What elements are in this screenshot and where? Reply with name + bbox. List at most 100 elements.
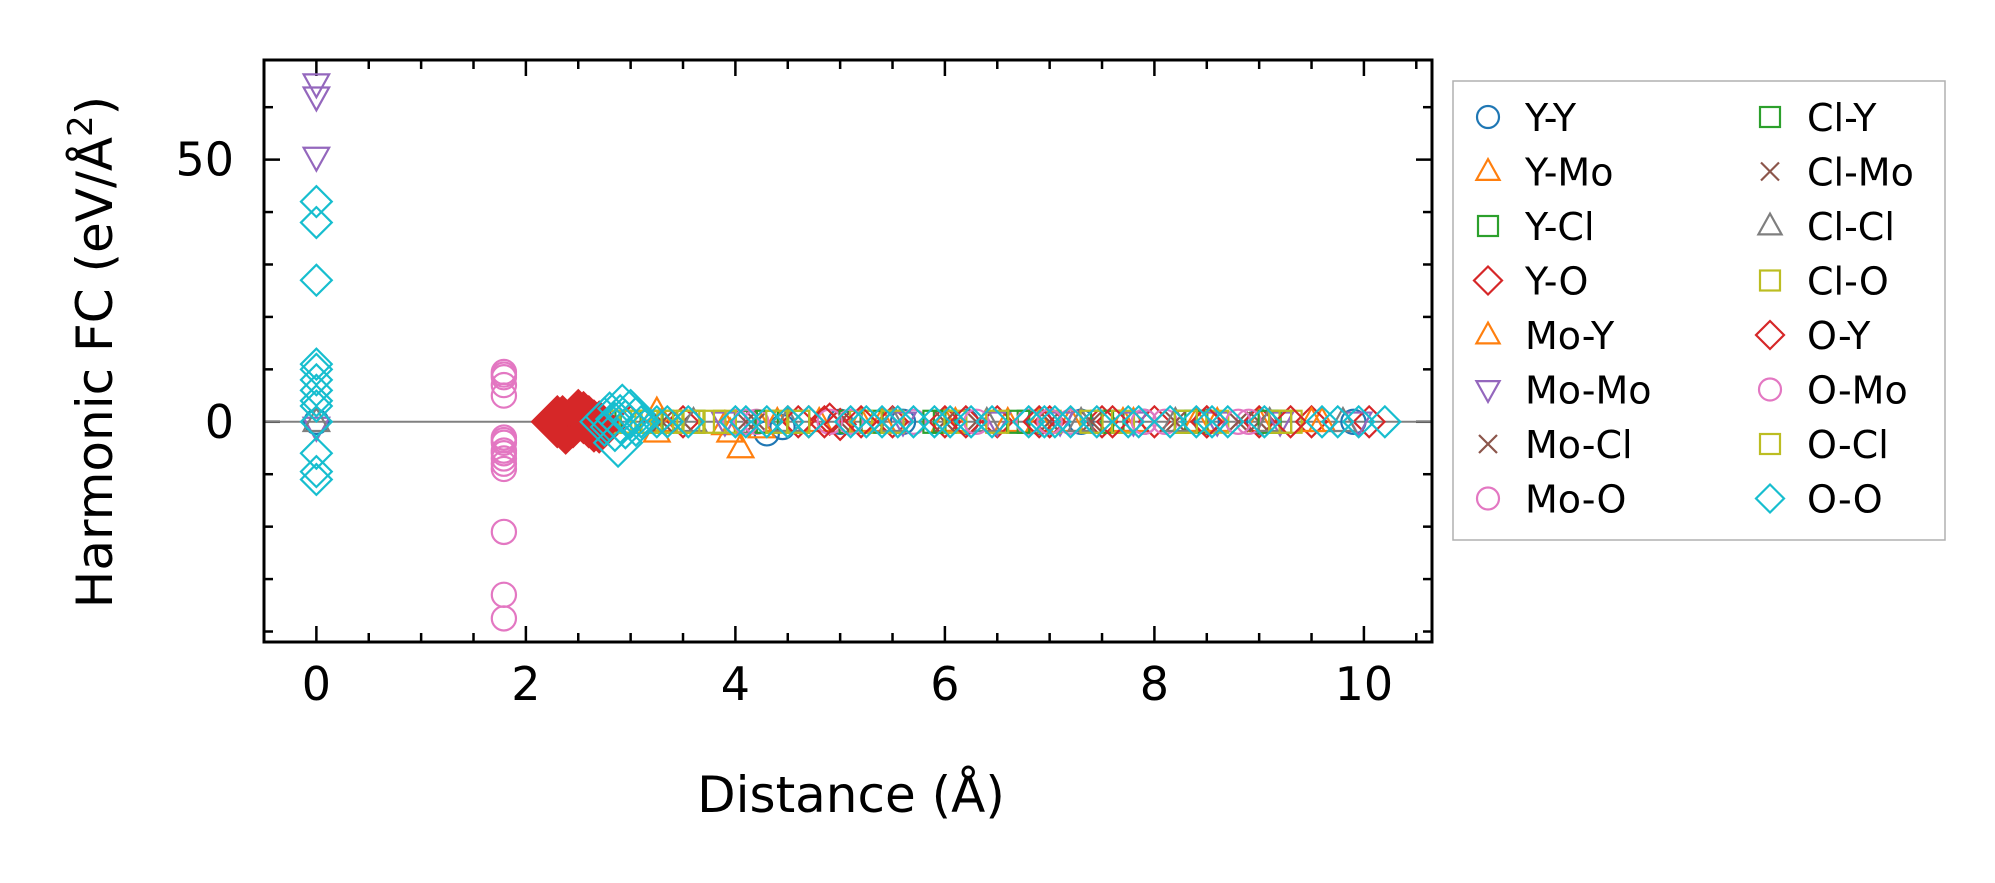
legend-item: Mo-Cl [1478,423,1633,467]
data-point-o-o [299,184,334,219]
legend-item: Y-Y [1475,96,1577,140]
legend-marker [1475,104,1501,130]
data-point-o-y [948,404,983,439]
series-o-o [299,184,1402,497]
x-tick-label: 6 [930,657,959,711]
data-point-o-o [299,362,334,397]
legend-marker [1476,214,1500,238]
data-point-y-y [1193,408,1220,435]
data-point-mo-cl [1038,411,1061,433]
legend-marker [1474,156,1502,181]
legend-label: Cl-O [1807,260,1889,304]
data-point-mo-mo [301,146,332,173]
y-axis-label: Harmonic FC (eV/Å2) [61,96,124,608]
data-point-mo-o [722,408,749,435]
data-point-mo-mo [301,73,332,100]
legend-marker [1758,105,1782,129]
data-point-o-y [1022,404,1057,439]
data-point-o-mo [1036,408,1063,435]
data-point-o-o [917,404,952,439]
data-point-o-o [833,404,868,439]
legend-label: Cl-Cl [1807,205,1895,249]
data-point-o-o [1053,404,1088,439]
data-point-cl-mo-stroke [735,411,757,433]
x-axis-label: Distance (Å) [697,766,1005,824]
legend-marker [1758,269,1782,292]
legend-label: Y-Cl [1524,205,1595,249]
x-tick-label: 4 [721,657,750,711]
y-tick-label: 50 [175,133,234,187]
legend-label: Y-Y [1524,96,1577,140]
legend-marker [1754,319,1786,351]
data-point-o-o [865,404,900,439]
data-point-o-o [880,404,915,439]
data-point-o-o [299,205,334,240]
data-point-cl-mo [735,411,757,433]
legend-item: Cl-Mo [1760,151,1914,195]
data-point-o-o [299,347,334,382]
data-point-o-o [718,404,753,439]
data-point-y-o [1352,404,1387,439]
legend-marker-stroke [1760,161,1780,182]
data-point-mo-o [490,581,518,609]
data-point-o-mo [490,440,518,467]
data-point-mo-o [490,371,518,399]
legend-label: O-Cl [1807,423,1889,467]
data-point-mo-o [490,605,518,632]
y-tick-labels: 0 50 [175,133,234,449]
data-point-cl-cl [301,405,332,433]
data-point-o-cl [1268,409,1293,434]
legend-item: Y-O [1472,260,1588,304]
legend-box [1452,80,1946,541]
legend-item: O-Mo [1757,369,1908,413]
data-point-o-o [1210,404,1245,439]
legend-label: Y-O [1524,260,1588,304]
data-point-y-mo [725,432,756,459]
data-point-o-o [610,396,662,448]
x-tick-label: 2 [511,657,540,711]
data-point-o-o [299,383,334,418]
data-point-o-mo [732,408,760,435]
data-point-mo-cl-stroke [1038,411,1061,433]
x-tick-label: 10 [1335,657,1394,711]
data-point-mo-o [490,455,518,483]
data-point-o-o [1037,404,1072,439]
data-point-o-o [1195,404,1229,439]
data-point-o-o [1179,404,1214,439]
data-point-o-mo [837,408,864,435]
data-point-mo-mo [301,416,332,443]
legend-marker [1475,486,1501,511]
data-point-o-o [639,404,674,439]
legend-label: O-Y [1807,314,1871,358]
plot-area [264,73,1432,632]
plot-frame [262,58,1434,644]
y-axis-label-main: Harmonic FC (eV/Å [66,137,124,608]
legend-item: Mo-Mo [1474,369,1652,413]
data-point-cl-mo-stroke [1227,411,1249,433]
legend-marker-stroke [1478,434,1498,454]
legend-label: Mo-Cl [1525,423,1633,467]
data-point-mo-mo [301,86,332,113]
legend-label: Mo-Y [1525,314,1615,358]
data-point-o-o [605,388,656,440]
data-point-o-o [299,462,334,497]
data-point-o-o [299,389,334,424]
data-point-o-y [807,404,842,439]
legend-label: Cl-Mo [1807,151,1914,195]
legend-item: Cl-Y [1758,96,1877,140]
data-point-o-o [791,404,826,439]
legend-items: Y-Y Y-Mo Y-Cl Y-O Mo-Y Mo-Mo Mo-Cl Mo-O Cl-Y Cl-M… [1472,96,1914,522]
data-point-mo-o [816,408,843,435]
y-tick-label: 0 [205,395,234,449]
legend-item: Y-Mo [1474,151,1613,195]
legend-marker [1754,482,1786,515]
data-point-o-o [299,454,334,489]
data-point-o-o [975,404,1009,439]
data-point-o-o [1011,404,1046,439]
legend-marker [1474,320,1502,345]
data-point-mo-o [743,408,770,435]
legend-label: O-O [1807,478,1883,522]
data-point-cl-mo [1227,411,1249,433]
legend-item: Mo-Y [1474,314,1615,358]
